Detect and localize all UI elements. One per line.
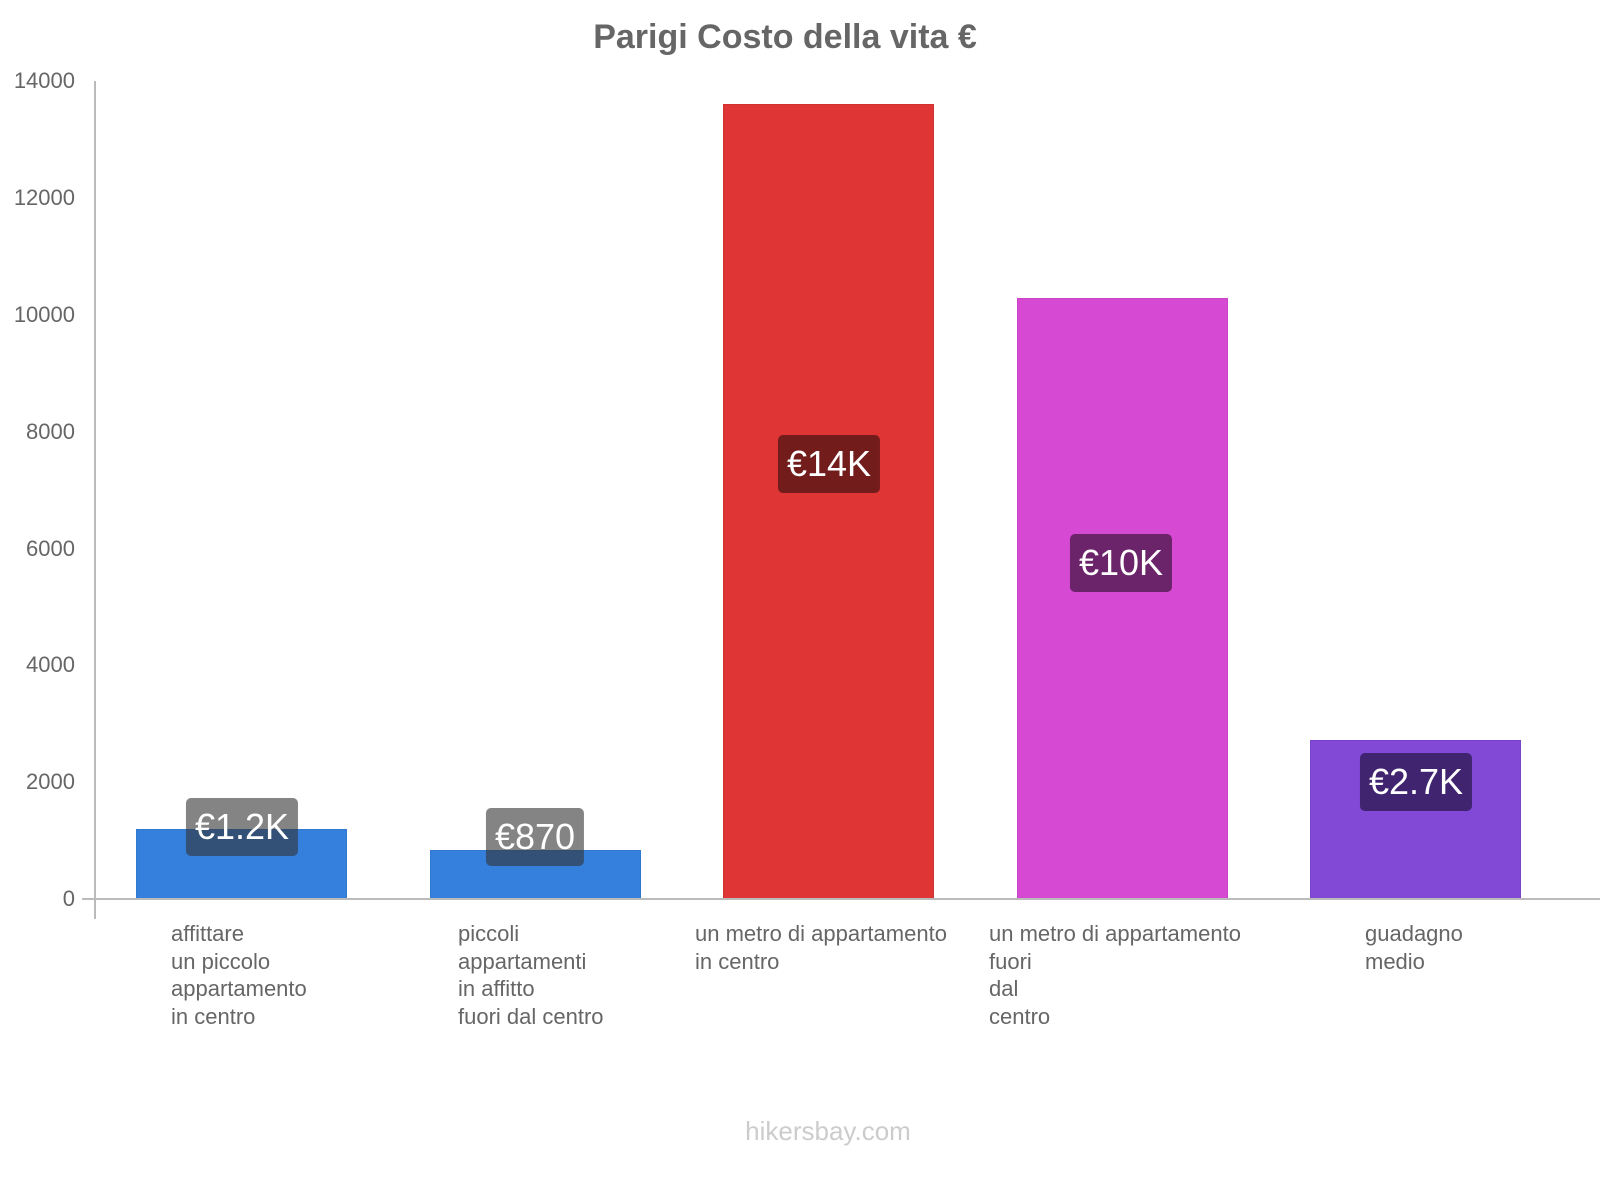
y-tick-4000: 4000 [26, 652, 75, 677]
x-category-label: piccoli appartamenti in affitto fuori da… [458, 921, 604, 1029]
x-category-label: un metro di appartamento fuori dal centr… [989, 921, 1241, 1029]
watermark: hikersbay.com [745, 1116, 911, 1146]
value-label: €10K [1069, 534, 1173, 592]
chart-title: Parigi Costo della vita € [593, 18, 977, 56]
value-label: €870 [485, 808, 585, 866]
value-label: €1.2K [185, 798, 299, 856]
x-category-label: guadagno medio [1365, 921, 1463, 974]
value-label: €14K [777, 435, 881, 493]
bar-sqm-apartment-center [723, 104, 934, 899]
y-tick-0: 0 [62, 886, 75, 911]
x-category-label: affittare un piccolo appartamento in cen… [171, 921, 307, 1029]
y-tick-6000: 6000 [26, 536, 75, 561]
y-tick-8000: 8000 [26, 419, 75, 444]
y-axis-line [94, 81, 96, 919]
x-category-label: un metro di appartamento in centro [695, 921, 947, 974]
y-tick-10000: 10000 [13, 302, 75, 327]
y-tick-14000: 14000 [13, 68, 75, 93]
y-tick-12000: 12000 [13, 185, 75, 210]
value-label: €2.7K [1359, 753, 1473, 811]
x-axis-line [82, 898, 1600, 900]
y-tick-2000: 2000 [26, 769, 75, 794]
bar-sqm-apartment-outside-center [1017, 298, 1228, 899]
